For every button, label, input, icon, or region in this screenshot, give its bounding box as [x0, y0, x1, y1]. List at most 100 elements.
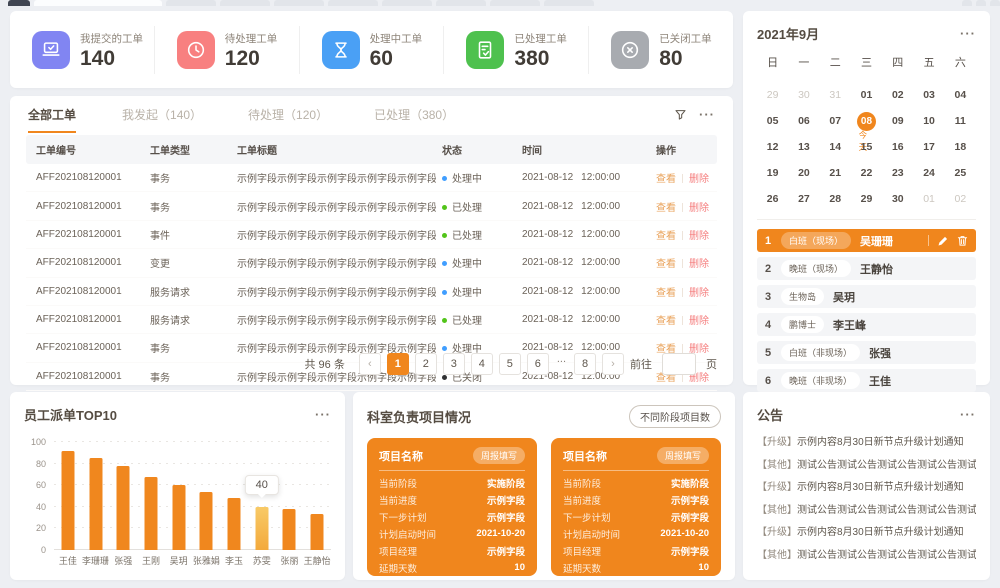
view-link[interactable]: 查看	[656, 230, 676, 242]
weekly-report-badge[interactable]: 周报填写	[472, 447, 525, 464]
bar-李玉[interactable]	[227, 498, 241, 550]
calendar-day-cell[interactable]: 10	[923, 115, 935, 127]
calendar-day-cell[interactable]: 30	[798, 89, 810, 101]
view-link[interactable]: 查看	[656, 174, 676, 186]
more-icon[interactable]: ···	[699, 107, 715, 122]
calendar-day-cell[interactable]: 06	[798, 115, 810, 127]
tab-thumb[interactable]	[274, 0, 324, 6]
view-link[interactable]: 查看	[656, 344, 676, 356]
calendar-day-cell[interactable]: 23	[891, 167, 904, 179]
calendar-day-cell[interactable]: 11	[954, 115, 966, 127]
calendar-day-cell[interactable]: 01	[923, 193, 935, 205]
calendar-day-cell[interactable]: 21	[829, 167, 842, 179]
page-button[interactable]: 4	[470, 353, 493, 375]
calendar-day-cell[interactable]: 03	[923, 89, 935, 101]
bar-张强[interactable]	[116, 465, 130, 550]
view-link[interactable]: 查看	[656, 202, 676, 214]
calendar-day-cell[interactable]: 18	[954, 141, 967, 153]
notice-item[interactable]: 【升级】示例内容8月30日新节点升级计划通知	[757, 477, 976, 500]
tab-thumb[interactable]	[328, 0, 378, 6]
calendar-day-cell[interactable]: 01	[860, 89, 873, 101]
notice-item[interactable]: 【升级】示例内容8月30日新节点升级计划通知	[757, 432, 976, 455]
tab-thumb[interactable]	[490, 0, 540, 6]
filter-icon[interactable]	[674, 108, 687, 121]
bar-吴玥[interactable]	[172, 485, 186, 550]
prev-page-button[interactable]: ‹	[358, 353, 381, 375]
calendar-day-cell[interactable]: 14	[829, 141, 842, 153]
next-page-button[interactable]: ›	[602, 353, 624, 375]
bar-王静怡[interactable]	[310, 514, 324, 550]
calendar-day-cell[interactable]: 29	[860, 193, 873, 205]
calendar-day-cell[interactable]: 30	[891, 193, 904, 205]
delete-link[interactable]: 删除	[689, 287, 709, 299]
edit-icon[interactable]	[937, 235, 949, 247]
bar-王佳[interactable]	[61, 450, 75, 550]
delete-link[interactable]: 删除	[689, 174, 709, 186]
notice-item[interactable]: 【其他】测试公告测试公告测试公告测试公告测试公告	[757, 545, 976, 568]
notice-item[interactable]: 【升级】示例内容8月30日新节点升级计划通知	[757, 522, 976, 545]
view-link[interactable]: 查看	[656, 259, 676, 271]
delete-link[interactable]: 删除	[689, 202, 709, 214]
page-button[interactable]: 2	[414, 353, 437, 375]
calendar-day-cell[interactable]: 22	[860, 167, 873, 179]
calendar-day-cell[interactable]: 19	[766, 167, 779, 179]
tab-thumb[interactable]	[166, 0, 216, 6]
calendar-day-cell[interactable]: 28	[829, 193, 842, 205]
shift-row[interactable]: 3 生物岛 吴玥	[757, 285, 976, 308]
page-button[interactable]: 6	[526, 353, 549, 375]
calendar-day-cell[interactable]: 05	[766, 115, 779, 127]
delete-link[interactable]: 删除	[689, 344, 709, 356]
calendar-day-cell[interactable]: 31	[829, 89, 842, 101]
page-jump-input[interactable]	[662, 353, 696, 375]
delete-link[interactable]: 删除	[689, 230, 709, 242]
trash-icon[interactable]	[957, 235, 968, 247]
more-icon[interactable]: ···	[960, 407, 976, 422]
view-link[interactable]: 查看	[656, 372, 676, 384]
calendar-day-cell[interactable]: 17	[923, 141, 935, 153]
view-link[interactable]: 查看	[656, 316, 676, 328]
delete-link[interactable]: 删除	[689, 372, 709, 384]
shift-row[interactable]: 2 晚班（现场） 王静怡	[757, 257, 976, 280]
shift-row[interactable]: 1 白班（现场） 吴珊珊	[757, 229, 976, 252]
calendar-day-cell[interactable]: 26	[766, 193, 779, 205]
shift-row[interactable]: 5 白班（非现场） 张强	[757, 341, 976, 364]
calendar-day-cell[interactable]: 29	[766, 89, 779, 101]
stage-project-count-button[interactable]: 不同阶段项目数	[629, 405, 721, 428]
calendar-day-cell[interactable]: 09	[891, 115, 904, 127]
tab-control[interactable]	[990, 0, 1000, 6]
page-button[interactable]: 8	[574, 353, 596, 375]
shift-row[interactable]: 6 晚班（非现场） 王佳	[757, 369, 976, 392]
calendar-day-cell[interactable]: 25	[954, 167, 967, 179]
calendar-day-cell[interactable]: 27	[798, 193, 810, 205]
calendar-today-cell[interactable]: 08 今天	[851, 109, 882, 152]
delete-link[interactable]: 删除	[689, 316, 709, 328]
tab-thumb[interactable]	[34, 0, 162, 6]
notice-item[interactable]: 【其他】测试公告测试公告测试公告测试公告测试公告	[757, 500, 976, 523]
tab-control[interactable]	[962, 0, 972, 6]
bar-张雅娟[interactable]	[199, 491, 213, 550]
notice-item[interactable]: 【其他】测试公告测试公告测试公告测试公告测试公告	[757, 455, 976, 478]
bar-苏雯[interactable]	[255, 506, 269, 550]
delete-link[interactable]: 删除	[689, 259, 709, 271]
page-button[interactable]: 5	[498, 353, 521, 375]
tab-thumb[interactable]	[544, 0, 594, 6]
calendar-day-cell[interactable]: 04	[954, 89, 967, 101]
calendar-day-cell[interactable]: 02	[954, 193, 967, 205]
tab-thumb[interactable]	[8, 0, 30, 6]
calendar-day-cell[interactable]: 24	[923, 167, 935, 179]
calendar-day-cell[interactable]: 16	[891, 141, 904, 153]
shift-row[interactable]: 4 鹏博士 李王峰	[757, 313, 976, 336]
calendar-day-cell[interactable]: 07	[829, 115, 842, 127]
workorder-tab[interactable]: 全部工单	[28, 96, 77, 133]
tab-thumb[interactable]	[220, 0, 270, 6]
bar-李珊珊[interactable]	[89, 458, 103, 550]
tab-thumb[interactable]	[436, 0, 486, 6]
calendar-day-cell[interactable]: 12	[766, 141, 779, 153]
bar-王刚[interactable]	[144, 476, 158, 550]
more-icon[interactable]: ···	[315, 407, 331, 422]
page-button[interactable]: 3	[442, 353, 465, 375]
calendar-day-cell[interactable]: 13	[798, 141, 810, 153]
view-link[interactable]: 查看	[656, 287, 676, 299]
workorder-tab[interactable]: 我发起（140）	[122, 108, 203, 122]
calendar-day-cell[interactable]: 15	[860, 141, 873, 153]
